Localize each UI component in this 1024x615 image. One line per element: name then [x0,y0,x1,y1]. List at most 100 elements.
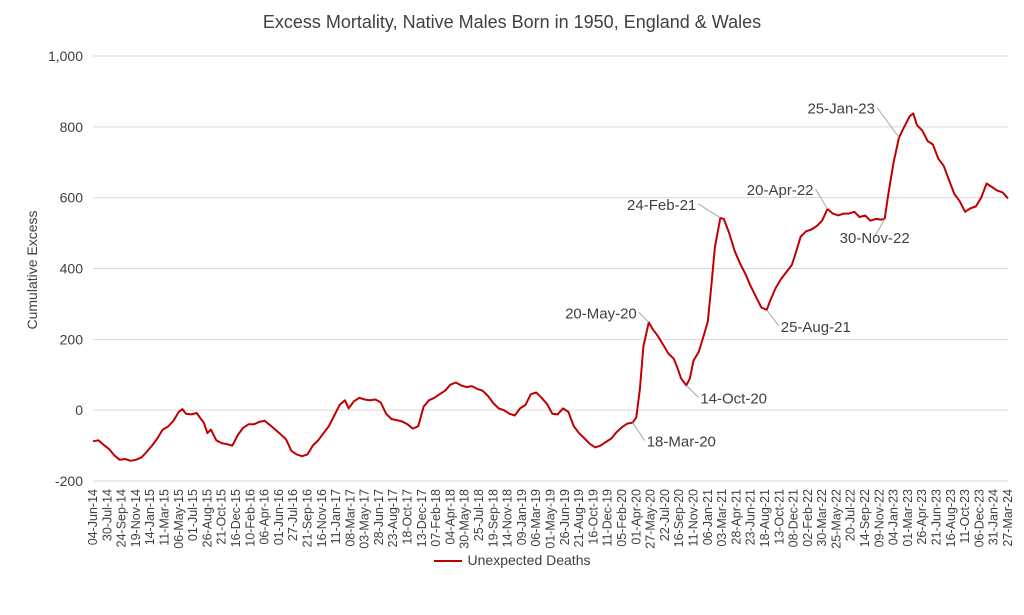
x-tick-label: 27-Jul-16 [286,489,300,541]
y-tick-label: 1,000 [48,48,83,64]
x-tick-label: 08-Dec-21 [787,489,801,547]
x-tick-label: 21-Oct-15 [215,489,229,545]
y-tick-label: -200 [55,473,83,489]
y-tick-label: 400 [60,261,84,277]
annotation-label: 20-Apr-22 [747,182,814,199]
x-tick-label: 03-May-17 [358,489,372,549]
x-tick-label: 09-Nov-22 [872,489,886,547]
x-tick-label: 16-Dec-15 [229,489,243,547]
x-tick-label: 06-May-15 [172,489,186,549]
x-tick-label: 25-May-22 [829,489,843,549]
x-tick-label: 22-Jul-20 [658,489,672,541]
x-tick-label: 01-Mar-23 [901,489,915,547]
x-tick-label: 04-Jan-23 [887,489,901,545]
series-layer [92,112,1009,462]
x-tick-label: 20-Jul-22 [844,489,858,541]
x-tick-label: 23-Jun-21 [744,489,758,545]
annotation-label: 14-Oct-20 [700,390,767,407]
legend: Unexpected Deaths [0,552,1024,568]
chart-title: Excess Mortality, Native Males Born in 1… [262,12,762,32]
x-tick-label: 06-Apr-16 [258,489,272,545]
x-tick-label: 21-Sep-16 [300,489,314,547]
annotation-leader [815,188,828,210]
x-tick-label: 19-Nov-14 [129,489,143,547]
x-tick-label: 26-Jun-19 [558,489,572,545]
x-tick-label: 27-May-20 [644,489,658,549]
x-tick-label: 21-Aug-19 [572,489,586,547]
x-axis-ticks: 04-Jun-14 30-Jul-14 24-Sep-14 19-Nov-14 14-J… [86,489,1015,549]
x-tick-label: 01-Jul-15 [186,489,200,541]
gridlines [93,55,1008,482]
x-tick-label: 18-Oct-17 [401,489,415,545]
x-tick-label: 11-Mar-15 [157,489,171,546]
x-tick-label: 28-Apr-21 [729,489,743,545]
x-tick-label: 04-Jun-14 [86,489,100,545]
series-line [92,112,1009,462]
annotation-leader [698,203,721,219]
x-tick-label: 14-Sep-22 [858,489,872,547]
legend-swatch [433,560,462,563]
annotation-leader [876,107,900,138]
annotation-label: 25-Aug-21 [781,319,851,336]
x-tick-label: 06-Jan-21 [701,489,715,545]
annotations: 18-Mar-20 20-May-20 14-Oct-20 24-Feb-21 25-A… [565,100,910,450]
x-tick-label: 16-Oct-19 [586,489,600,545]
x-tick-label: 31-Jan-24 [987,489,1001,545]
x-tick-label: 08-Mar-17 [343,489,357,547]
x-tick-label: 30-Jul-14 [100,489,114,541]
x-tick-label: 21-Jun-23 [930,489,944,545]
x-tick-label: 26-Aug-15 [200,489,214,547]
x-tick-label: 28-Jun-17 [372,489,386,545]
x-tick-label: 04-Apr-18 [443,489,457,545]
x-tick-label: 01-Apr-20 [629,489,643,545]
annotation-label: 24-Feb-21 [627,197,696,214]
x-tick-label: 11-Jan-17 [329,489,343,544]
x-tick-label: 02-Feb-22 [801,489,815,547]
legend-label: Unexpected Deaths [467,552,591,568]
annotation-leader [874,218,886,238]
annotation-label: 20-May-20 [565,305,637,322]
annotation-leader [685,385,699,398]
annotation-label: 30-Nov-22 [840,230,910,247]
y-axis-label: Cumulative Excess [24,210,40,329]
y-tick-label: 0 [75,402,83,418]
annotation-label: 25-Jan-23 [807,100,875,117]
x-tick-label: 11-Dec-19 [601,489,615,546]
x-tick-label: 30-Mar-22 [815,489,829,547]
x-tick-label: 11-Oct-23 [958,489,972,544]
x-tick-label: 01-May-19 [544,489,558,549]
x-tick-label: 14-Nov-18 [501,489,515,547]
x-tick-label: 25-Jul-18 [472,489,486,541]
annotation-label: 18-Mar-20 [647,434,716,451]
x-tick-label: 10-Feb-16 [243,489,257,547]
y-axis-ticks: -200 0 200 400 600 800 1,000 [48,48,83,489]
x-tick-label: 16-Nov-16 [315,489,329,547]
annotation-leader [638,311,650,323]
x-tick-label: 07-Feb-18 [429,489,443,547]
x-tick-label: 16-Sep-20 [672,489,686,547]
x-tick-label: 27-Mar-24 [1001,489,1015,547]
x-tick-label: 13-Dec-17 [415,489,429,547]
x-tick-label: 16-Aug-23 [944,489,958,547]
y-tick-label: 200 [60,331,84,347]
annotation-leader [632,422,646,441]
x-tick-label: 26-Apr-23 [915,489,929,545]
y-tick-label: 600 [60,190,84,206]
x-tick-label: 24-Sep-14 [115,489,129,547]
x-tick-label: 19-Sep-18 [486,489,500,547]
x-tick-label: 06-Dec-23 [972,489,986,547]
x-tick-label: 11-Nov-20 [686,489,700,546]
x-tick-label: 30-May-18 [458,489,472,549]
x-tick-label: 09-Jan-19 [515,489,529,545]
x-tick-label: 06-Mar-19 [529,489,543,547]
x-tick-label: 23-Aug-17 [386,489,400,547]
x-tick-label: 13-Oct-21 [772,489,786,545]
x-tick-label: 03-Mar-21 [715,489,729,547]
y-tick-label: 800 [60,119,84,135]
x-tick-label: 18-Aug-21 [758,489,772,547]
x-tick-label: 01-Jun-16 [272,489,286,545]
x-tick-label: 14-Jan-15 [143,489,157,545]
annotation-leader [766,309,780,327]
x-tick-label: 05-Feb-20 [615,489,629,547]
